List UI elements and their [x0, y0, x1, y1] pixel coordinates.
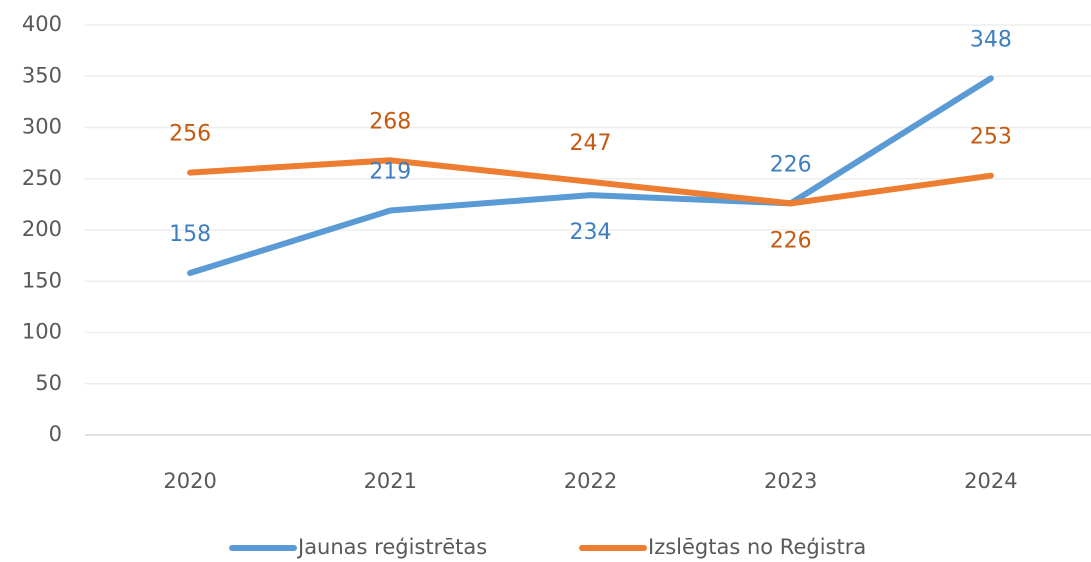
data-label: 219	[369, 160, 411, 185]
x-tick-label: 2023	[764, 469, 817, 493]
y-tick-label: 300	[22, 115, 62, 139]
data-label: 247	[570, 131, 612, 156]
data-label: 268	[369, 109, 411, 134]
x-tick-label: 2022	[564, 469, 617, 493]
series-line	[187, 157, 994, 207]
data-label: 234	[570, 220, 612, 245]
y-tick-label: 0	[49, 422, 62, 446]
y-tick-label: 150	[22, 268, 62, 292]
legend-label: Izslēgtas no Reģistra	[648, 535, 866, 559]
y-tick-label: 200	[22, 217, 62, 241]
y-tick-label: 350	[22, 63, 62, 87]
y-tick-label: 250	[22, 166, 62, 190]
data-label: 158	[169, 222, 211, 247]
y-tick-label: 100	[22, 320, 62, 344]
data-label: 348	[970, 27, 1012, 52]
x-tick-label: 2024	[964, 469, 1017, 493]
data-label: 226	[770, 152, 812, 177]
y-tick-label: 50	[35, 371, 62, 395]
data-label: 256	[169, 122, 211, 147]
data-label: 226	[770, 228, 812, 253]
legend-label: Jaunas reģistrētas	[296, 535, 487, 559]
data-label: 253	[970, 125, 1012, 150]
x-tick-label: 2020	[163, 469, 216, 493]
series-line	[187, 75, 994, 277]
y-tick-label: 400	[22, 12, 62, 36]
x-tick-label: 2021	[364, 469, 417, 493]
